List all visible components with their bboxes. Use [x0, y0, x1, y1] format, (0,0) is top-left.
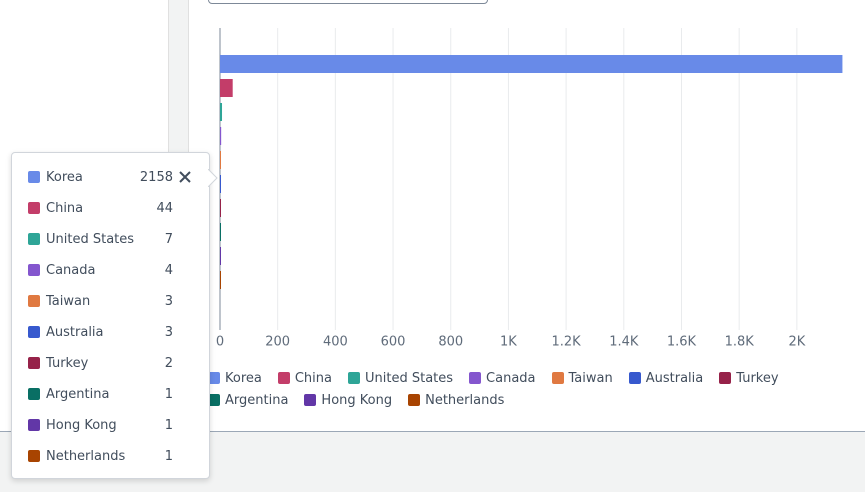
- tooltip-value: 2: [164, 355, 173, 371]
- legend-item: Taiwan: [551, 369, 613, 387]
- bar: [220, 271, 221, 289]
- x-tick-label: 800: [438, 335, 463, 350]
- tooltip-swatch: [28, 357, 40, 369]
- tooltip-pointer: [208, 169, 218, 187]
- tooltip-value: 44: [156, 200, 173, 216]
- tooltip-row: China 44: [28, 198, 173, 218]
- tooltip-row: Canada 4: [28, 260, 173, 280]
- tooltip-swatch: [28, 419, 40, 431]
- x-tick-label: 1.2K: [552, 335, 582, 350]
- legend-item: Canada: [469, 369, 536, 387]
- legend-swatch: [208, 372, 220, 384]
- tooltip-row: Korea 2158: [28, 167, 173, 187]
- bar: [220, 79, 233, 97]
- legend-label: Canada: [486, 370, 536, 386]
- tooltip-name: China: [46, 200, 84, 216]
- tooltip-swatch: [28, 202, 40, 214]
- legend-swatch: [348, 372, 360, 384]
- tooltip-swatch: [28, 326, 40, 338]
- x-tick-label: 0: [216, 335, 224, 350]
- x-tick-label: 1K: [500, 335, 517, 350]
- tooltip-row: Argentina 1: [28, 384, 173, 404]
- tooltip-name: Australia: [46, 324, 104, 340]
- x-tick-label: 1.4K: [609, 335, 639, 350]
- legend-swatch: [208, 394, 220, 406]
- tooltip-name: Taiwan: [46, 293, 91, 309]
- tooltip-row: Turkey 2: [28, 353, 173, 373]
- tooltip-row: Hong Kong 1: [28, 415, 173, 435]
- tooltip-value: 7: [164, 231, 173, 247]
- legend-label: Korea: [225, 370, 262, 386]
- tooltip-value: 3: [164, 293, 173, 309]
- tooltip-value: 1: [164, 386, 173, 402]
- bar: [220, 103, 223, 121]
- tooltip-swatch: [28, 171, 40, 183]
- tooltip-name: Turkey: [46, 355, 89, 371]
- bar: [220, 175, 221, 193]
- tooltip-value: 4: [164, 262, 173, 278]
- legend-label: Taiwan: [568, 370, 613, 386]
- legend-label: Australia: [645, 370, 704, 386]
- legend-item: Netherlands: [408, 391, 504, 409]
- tooltip: Korea 2158 China 44 United States 7 Canada 4 Tai…: [11, 152, 218, 479]
- bar: [220, 127, 222, 145]
- legend: Korea China United States Canada Taiwan Austr…: [208, 369, 808, 409]
- legend-swatch: [277, 372, 290, 384]
- legend-label: United States: [365, 370, 454, 386]
- legend-swatch: [304, 394, 317, 406]
- x-tick-label: 2K: [788, 335, 805, 350]
- x-tick-label: 1.8K: [725, 335, 755, 350]
- tooltip-value: 1: [164, 448, 173, 464]
- tooltip-swatch: [28, 388, 40, 400]
- legend-item: Korea: [208, 369, 262, 387]
- legend-label: Netherlands: [425, 392, 505, 408]
- bar: [220, 199, 221, 217]
- bar: [220, 151, 221, 169]
- x-tick-label: 600: [381, 335, 406, 350]
- legend-swatch: [551, 372, 564, 384]
- tooltip-name: Argentina: [46, 386, 110, 402]
- tooltip-name: Netherlands: [46, 448, 126, 464]
- bar: [220, 223, 221, 241]
- tooltip-name: United States: [46, 231, 135, 247]
- legend-label: China: [294, 370, 332, 386]
- legend-swatch: [628, 372, 641, 384]
- tooltip-row: Netherlands 1: [28, 446, 173, 466]
- tooltip-row: Taiwan 3: [28, 291, 173, 311]
- tooltip-swatch: [28, 450, 40, 462]
- tooltip-swatch: [28, 295, 40, 307]
- legend-swatch: [408, 394, 421, 406]
- legend-item: Hong Kong: [304, 391, 392, 409]
- legend-item: Argentina: [208, 391, 288, 409]
- tooltip-name: Korea: [46, 169, 83, 185]
- tooltip-swatch: [28, 264, 40, 276]
- legend-swatch: [469, 372, 482, 384]
- x-tick-label: 200: [265, 335, 290, 350]
- legend-item: China: [277, 369, 332, 387]
- x-tick-label: 400: [323, 335, 348, 350]
- tooltip-value: 3: [164, 324, 173, 340]
- bar: [220, 247, 221, 265]
- tooltip-name: Canada: [46, 262, 96, 278]
- legend-label: Argentina: [225, 392, 289, 408]
- x-tick-label: 1.6K: [667, 335, 697, 350]
- tooltip-row: Australia 3: [28, 322, 173, 342]
- tooltip-value: 1: [164, 417, 173, 433]
- tooltip-row: United States 7: [28, 229, 173, 249]
- legend-item: Turkey: [719, 369, 779, 387]
- legend-label: Turkey: [736, 370, 779, 386]
- legend-item: Australia: [628, 369, 704, 387]
- close-button[interactable]: [178, 170, 192, 184]
- tooltip-name: Hong Kong: [46, 417, 117, 433]
- legend-item: United States: [348, 369, 453, 387]
- bar: [220, 55, 843, 73]
- legend-swatch: [719, 372, 732, 384]
- legend-label: Hong Kong: [321, 392, 393, 408]
- tooltip-value: 2158: [139, 169, 173, 185]
- chart: 0 200 400 600 800 1K 1.2K 1.4K 1.6K 1.8K 2K: [216, 28, 843, 350]
- tooltip-swatch: [28, 233, 40, 245]
